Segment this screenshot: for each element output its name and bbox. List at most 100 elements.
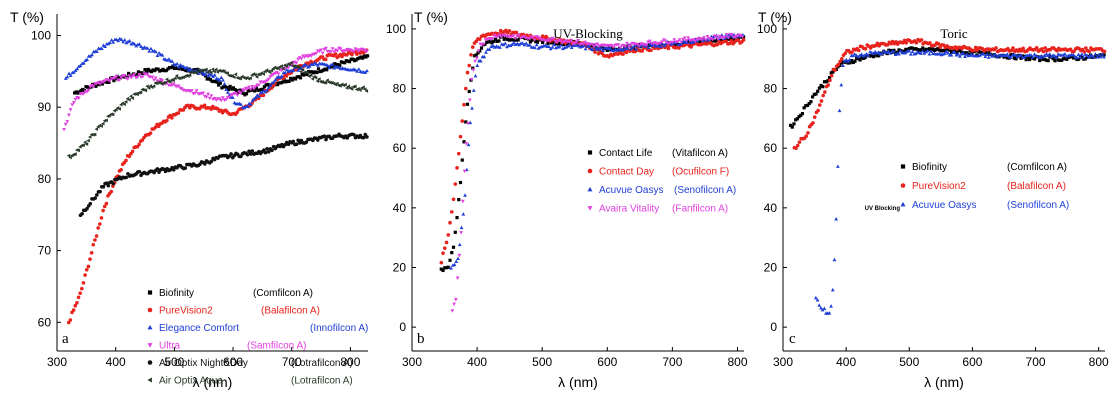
data-point bbox=[226, 87, 231, 92]
data-point bbox=[660, 41, 665, 46]
data-point bbox=[817, 86, 821, 90]
data-point bbox=[988, 52, 993, 56]
data-point bbox=[284, 64, 288, 69]
data-point bbox=[1003, 53, 1008, 58]
data-point bbox=[459, 225, 464, 230]
data-point bbox=[215, 80, 219, 84]
data-point bbox=[508, 43, 513, 48]
data-point bbox=[896, 52, 901, 56]
data-point bbox=[824, 80, 828, 84]
data-point bbox=[522, 42, 527, 47]
data-point bbox=[835, 164, 840, 168]
data-point bbox=[364, 49, 369, 53]
data-point bbox=[807, 101, 811, 106]
data-point bbox=[844, 57, 849, 62]
data-point bbox=[1058, 58, 1062, 62]
data-point bbox=[453, 182, 458, 186]
data-point bbox=[532, 38, 537, 42]
data-point bbox=[698, 37, 703, 41]
data-point bbox=[151, 68, 155, 72]
data-point bbox=[74, 90, 78, 94]
data-point bbox=[861, 56, 866, 61]
data-point bbox=[289, 76, 293, 80]
data-point bbox=[462, 102, 466, 107]
data-point bbox=[728, 37, 732, 41]
legend-label: Contact Life bbox=[599, 148, 653, 159]
legend-label: Air Optix Aqua bbox=[159, 376, 223, 387]
data-point bbox=[135, 92, 139, 97]
data-point bbox=[223, 70, 228, 75]
data-point bbox=[143, 88, 148, 93]
data-point bbox=[868, 54, 872, 58]
data-point bbox=[535, 40, 539, 44]
data-point bbox=[83, 273, 87, 277]
data-point bbox=[230, 87, 234, 91]
series-acuvue-oasys bbox=[813, 48, 1106, 315]
data-point bbox=[363, 87, 367, 92]
data-point bbox=[324, 46, 328, 51]
data-point bbox=[277, 81, 281, 85]
data-point bbox=[163, 169, 168, 174]
data-point bbox=[159, 68, 163, 73]
data-point bbox=[81, 92, 86, 96]
data-point bbox=[983, 51, 988, 55]
data-point bbox=[838, 59, 842, 64]
data-point bbox=[546, 38, 551, 42]
data-point bbox=[452, 262, 457, 267]
data-point bbox=[907, 47, 911, 51]
data-point bbox=[551, 37, 556, 41]
data-point bbox=[472, 54, 477, 58]
data-point bbox=[1070, 55, 1074, 59]
data-point bbox=[924, 49, 928, 54]
data-point bbox=[287, 79, 291, 83]
data-point bbox=[858, 53, 862, 57]
data-point bbox=[551, 41, 555, 45]
data-point bbox=[646, 45, 651, 49]
data-point bbox=[1009, 53, 1013, 57]
data-point bbox=[506, 37, 510, 42]
data-point bbox=[189, 89, 194, 93]
data-point bbox=[1096, 52, 1101, 57]
data-point bbox=[852, 52, 857, 56]
data-point bbox=[938, 48, 942, 52]
data-point bbox=[107, 80, 111, 84]
data-point bbox=[851, 60, 855, 65]
data-point bbox=[1022, 55, 1027, 60]
data-point bbox=[477, 37, 482, 42]
x-tick-label: 600 bbox=[223, 355, 243, 369]
data-point bbox=[450, 251, 454, 255]
data-point bbox=[715, 42, 720, 47]
data-point bbox=[252, 87, 256, 91]
data-point bbox=[466, 142, 471, 147]
data-point bbox=[489, 44, 494, 49]
data-point bbox=[611, 45, 616, 49]
data-point bbox=[961, 51, 966, 55]
data-point bbox=[283, 70, 288, 75]
data-point bbox=[91, 242, 96, 247]
data-point bbox=[1080, 55, 1084, 60]
data-point bbox=[308, 73, 313, 77]
data-point bbox=[307, 64, 312, 68]
data-point bbox=[645, 44, 650, 49]
data-point bbox=[112, 76, 117, 80]
data-point bbox=[1033, 57, 1037, 61]
data-point bbox=[978, 50, 982, 54]
data-point bbox=[455, 276, 460, 281]
data-point bbox=[441, 251, 445, 255]
data-point bbox=[459, 231, 463, 235]
data-point bbox=[105, 80, 109, 84]
data-point bbox=[569, 38, 574, 43]
data-point bbox=[261, 93, 266, 98]
data-point bbox=[70, 103, 75, 107]
data-point bbox=[265, 79, 269, 83]
legend-material: (Balafilcon A) bbox=[1007, 181, 1066, 192]
data-point bbox=[695, 39, 700, 43]
data-point bbox=[1044, 52, 1049, 56]
data-point bbox=[239, 88, 244, 92]
data-point bbox=[866, 53, 871, 57]
data-point bbox=[263, 89, 268, 94]
data-point bbox=[482, 54, 487, 59]
data-point bbox=[214, 67, 218, 72]
data-point bbox=[456, 256, 460, 261]
